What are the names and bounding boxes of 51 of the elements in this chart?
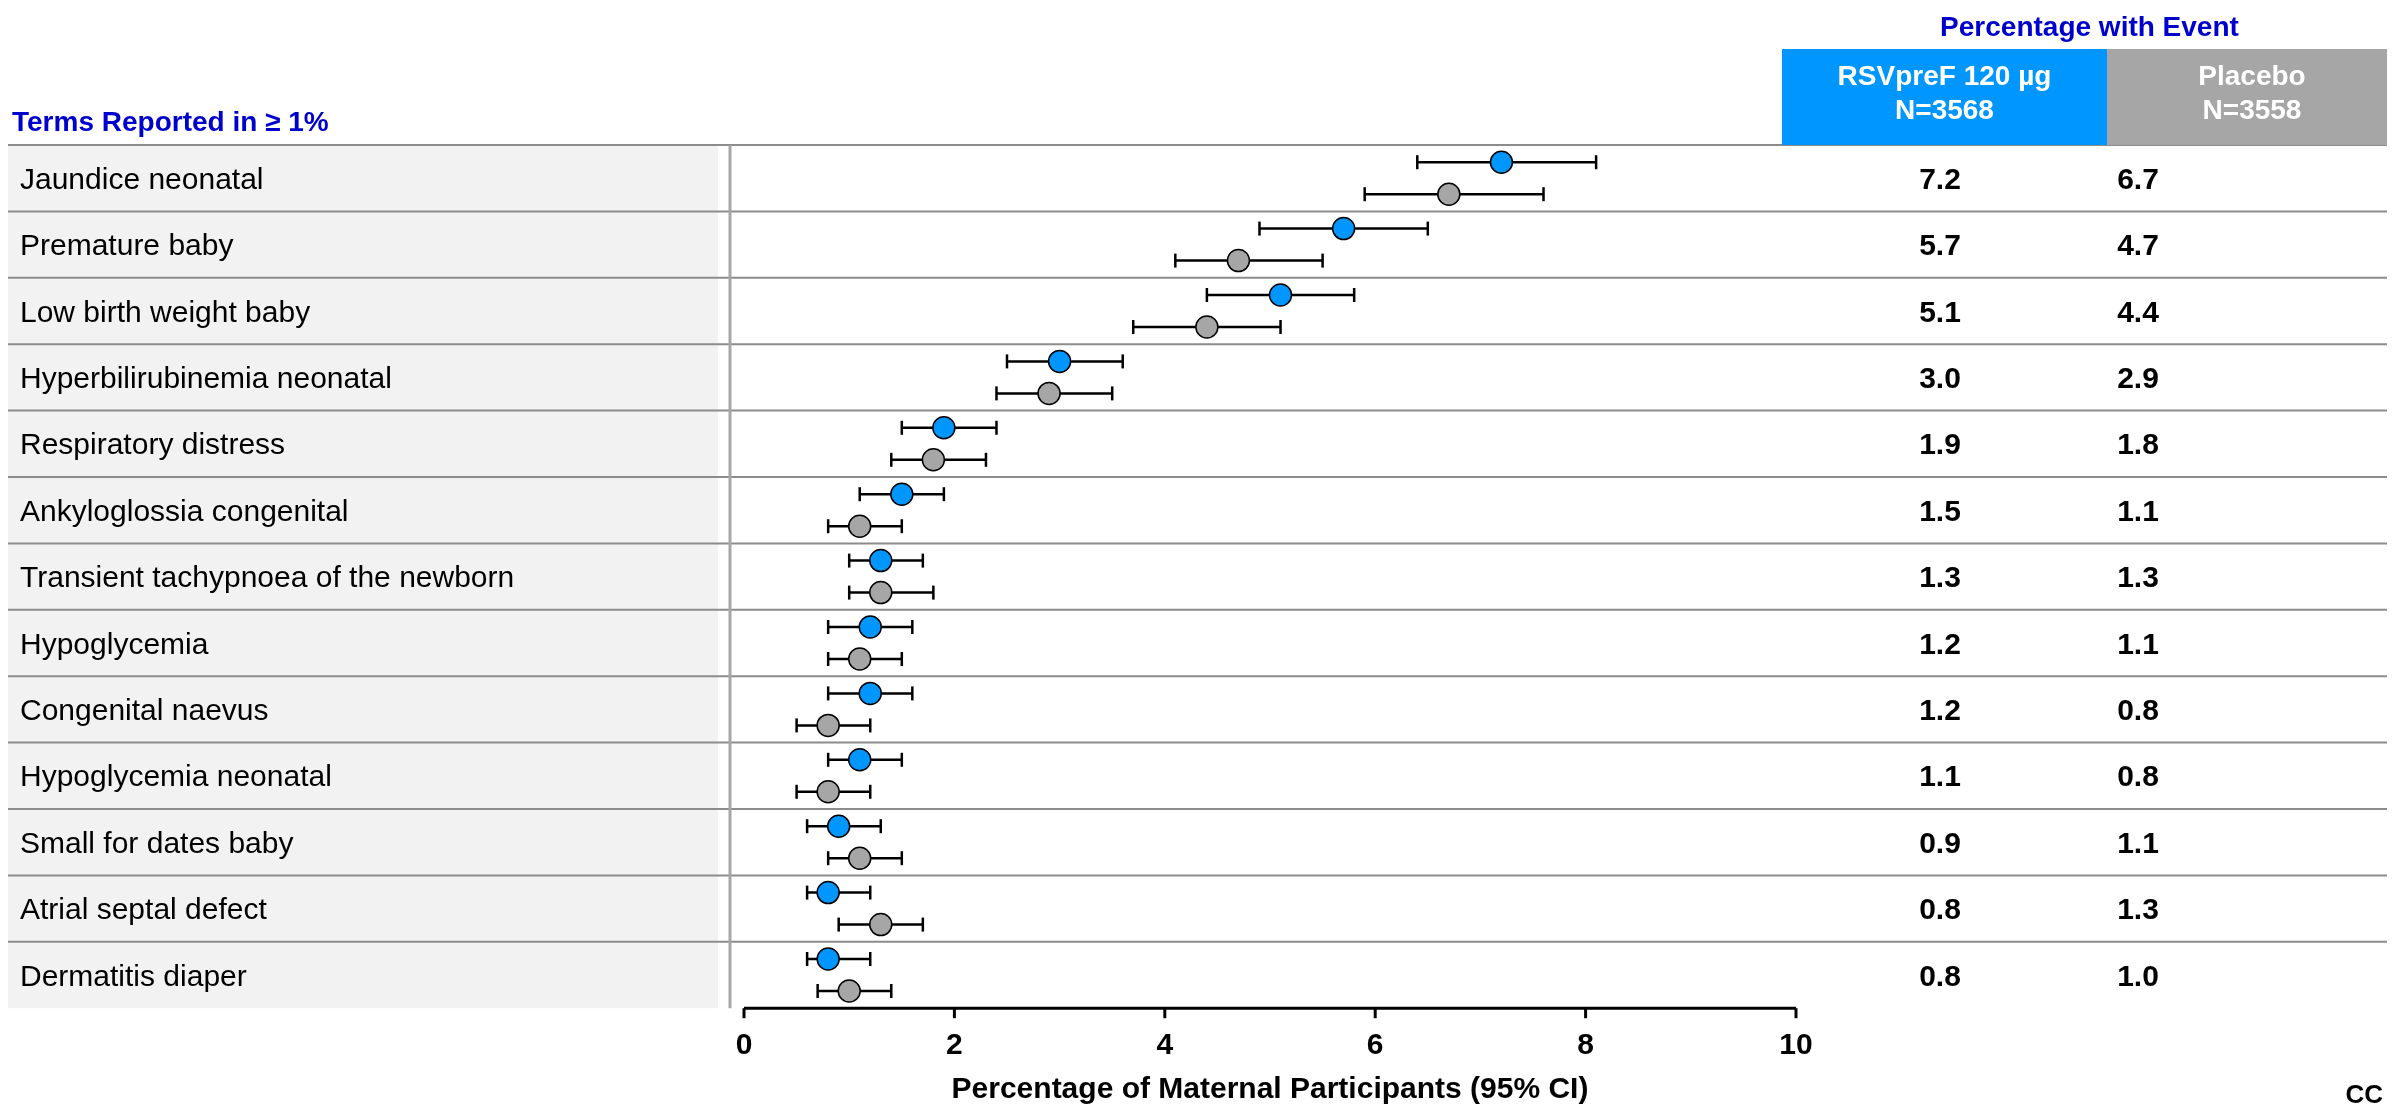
text: CC (2345, 1079, 2384, 1109)
y-tick-label: Ankyloglossia congenital (20, 493, 349, 527)
data-label: 1.3 (2117, 892, 2159, 926)
data-label: 5.1 (1919, 294, 1961, 328)
y-tick-label: Hyperbilirubinemia neonatal (20, 360, 392, 394)
data-label: 1.1 (1919, 759, 1961, 793)
data-label: 1.3 (1919, 560, 1961, 594)
x-axis-title: Percentage of Maternal Participants (95% CI) (951, 1071, 1589, 1105)
y-tick-label: Atrial septal defect (20, 892, 268, 926)
x-tick-label: 4 (1156, 1027, 1174, 1061)
y-axis-title: Terms Reported in ≥ 1% (12, 106, 329, 137)
data-label: 1.1 (2117, 825, 2159, 859)
data-label: 1.2 (1919, 692, 1961, 726)
data-label: 0.9 (1919, 825, 1961, 859)
data-label: 1.3 (2117, 560, 2159, 594)
legend-title: Percentage with Event (1940, 11, 2239, 42)
data-label: 0.8 (1919, 892, 1961, 926)
y-tick-label: Hypoglycemia neonatal (20, 759, 332, 793)
data-label: 1.5 (1919, 493, 1961, 527)
data-label: 0.8 (1919, 958, 1961, 992)
data-label: 1.9 (1919, 427, 1961, 461)
data-label: 5.7 (1919, 228, 1961, 262)
data-label: 4.4 (2117, 294, 2160, 328)
data-label: 7.2 (1919, 161, 1961, 195)
text: RSVpreF 120 µg N=3568 (1837, 60, 2052, 125)
y-tick-label: Dermatitis diaper (20, 958, 247, 992)
y-tick-label: Congenital naevus (20, 692, 269, 726)
y-tick-label: Premature baby (20, 228, 234, 262)
y-tick-label: Jaundice neonatal (20, 161, 264, 195)
data-label: 1.2 (1919, 626, 1961, 660)
x-tick-label: 10 (1779, 1027, 1813, 1061)
x-tick-label: 6 (1366, 1027, 1384, 1061)
x-tick-label: 0 (735, 1027, 753, 1061)
data-label: 6.7 (2117, 161, 2159, 195)
y-tick-label: Low birth weight baby (20, 294, 311, 328)
y-tick-label: Respiratory distress (20, 427, 286, 461)
y-tick-label: Transient tachypnoea of the newborn (20, 560, 515, 594)
data-label: 3.0 (1919, 360, 1961, 394)
data-label: 2.9 (2117, 360, 2159, 394)
data-label: 1.1 (2117, 493, 2159, 527)
y-tick-label: Hypoglycemia (20, 626, 209, 660)
data-label: 1.0 (2117, 958, 2159, 992)
data-label: 0.8 (2117, 759, 2159, 793)
data-label: 4.7 (2117, 228, 2159, 262)
x-tick-label: 2 (946, 1027, 963, 1061)
data-label: 1.8 (2117, 427, 2159, 461)
y-tick-label: Small for dates baby (20, 825, 294, 859)
data-label: 1.1 (2117, 626, 2159, 660)
text: Placebo N=3558 (2198, 60, 2306, 125)
data-label: 0.8 (2117, 692, 2159, 726)
x-tick-label: 8 (1577, 1027, 1594, 1061)
